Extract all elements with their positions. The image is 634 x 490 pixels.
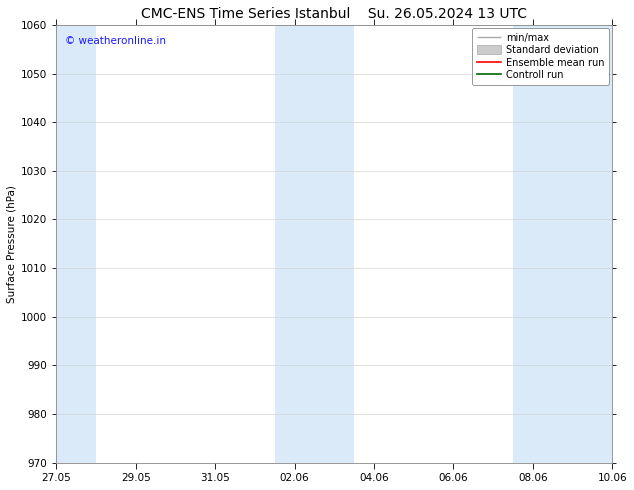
Y-axis label: Surface Pressure (hPa): Surface Pressure (hPa) xyxy=(7,185,17,303)
Bar xyxy=(513,25,612,463)
Bar xyxy=(56,25,96,463)
Text: © weatheronline.in: © weatheronline.in xyxy=(65,36,165,46)
Title: CMC-ENS Time Series Istanbul    Su. 26.05.2024 13 UTC: CMC-ENS Time Series Istanbul Su. 26.05.2… xyxy=(141,7,527,21)
Bar xyxy=(275,25,354,463)
Legend: min/max, Standard deviation, Ensemble mean run, Controll run: min/max, Standard deviation, Ensemble me… xyxy=(472,28,609,85)
